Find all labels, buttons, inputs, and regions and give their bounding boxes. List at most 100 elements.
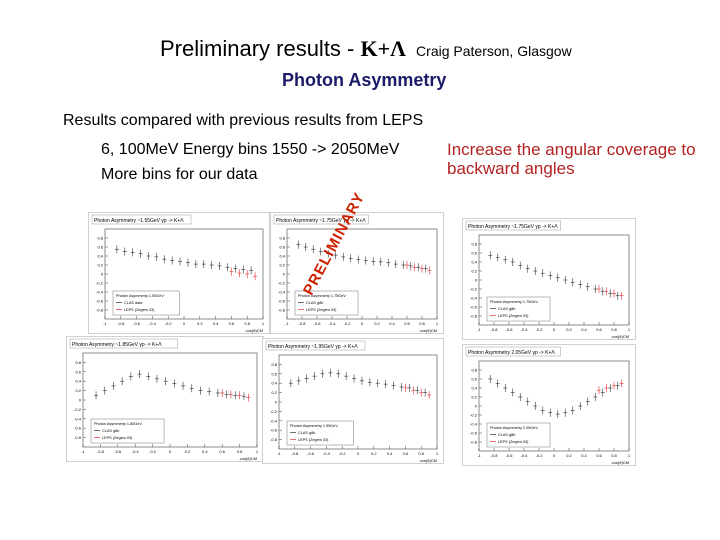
x-tick-label: -0.2	[339, 451, 347, 456]
slide-subtitle: Photon Asymmetry	[282, 70, 447, 90]
author-label: Craig Paterson, Glasgow	[416, 43, 572, 59]
y-tick-label: 0.6	[97, 245, 103, 250]
angular-coverage-note: Increase the angular coverage to backwar…	[447, 140, 696, 178]
legend-entry: CLAS g8b	[498, 307, 515, 311]
x-tick-label: -1	[285, 321, 289, 326]
x-tick-label: 0.4	[213, 321, 219, 326]
y-tick-label: 0.6	[471, 251, 477, 256]
y-tick-label: -0.8	[470, 314, 478, 319]
y-tick-label: 0	[475, 404, 478, 409]
y-tick-label: 0.4	[471, 386, 477, 391]
x-tick-label: 0.6	[596, 327, 602, 332]
y-tick-label: -0.2	[96, 281, 104, 286]
plot-6: Photon Asymmetry 2.05GeV γp -> K+Λ 0.8 0.6…	[465, 346, 631, 465]
x-tick-label: 0	[357, 451, 360, 456]
y-tick-label: -0.4	[270, 418, 278, 423]
legend-entry: LEPS (Zegers 03)	[102, 436, 133, 440]
y-tick-label: 0	[475, 278, 478, 283]
plot-title: Photon Asymmetry ~1.55GeV γp -> K+Λ	[94, 218, 184, 224]
y-tick-label: -0.2	[470, 413, 478, 418]
x-tick-label: 1	[436, 321, 439, 326]
y-tick-label: 0.4	[471, 260, 477, 265]
x-tick-label: -0.6	[506, 453, 514, 458]
legend-entry: LEPS (Zegers 03)	[298, 438, 329, 442]
y-tick-label: 0.2	[471, 269, 477, 274]
legend-box	[486, 296, 551, 322]
x-tick-label: 0.6	[596, 453, 602, 458]
y-tick-label: 0.6	[75, 369, 81, 374]
legend-entry: LEPS (Zegers 03)	[306, 308, 337, 312]
x-tick-label: 0	[361, 321, 364, 326]
y-tick-label: 0.2	[97, 263, 103, 268]
y-tick-label: -0.8	[96, 308, 104, 313]
x-tick-label: -0.6	[506, 327, 514, 332]
y-tick-label: -0.4	[470, 296, 478, 301]
x-tick-label: 1	[256, 449, 259, 454]
x-tick-label: -0.8	[291, 451, 299, 456]
y-tick-label: -0.2	[278, 281, 286, 286]
y-tick-label: 0.6	[279, 245, 285, 250]
y-tick-label: -0.6	[278, 299, 286, 304]
y-tick-label: -0.6	[470, 305, 478, 310]
x-tick-label: -0.4	[521, 327, 529, 332]
reaction-label: K+Λ	[360, 36, 406, 61]
legend-entry: Photon Asymmetry 1.75GeV	[298, 294, 346, 298]
x-tick-label: 1	[262, 321, 265, 326]
plot-title-box	[265, 340, 366, 351]
x-tick-label: 0.2	[566, 453, 572, 458]
legend-entry: CLAS g8b	[298, 431, 315, 435]
plot-4: Photon Asymmetry ~1.85GeV γp -> K+Λ 0.8 0.…	[69, 338, 259, 461]
title-text: Preliminary results -	[160, 36, 355, 61]
x-tick-label: 0.2	[374, 321, 380, 326]
x-tick-label: 0.2	[197, 321, 203, 326]
plot-title-box	[273, 214, 369, 225]
bullet-comparison: Results compared with previous results f…	[63, 112, 424, 129]
plot-panel-2: Photon Asymmetry ~1.75GeV γp -> K+Λ 0.8 0.…	[270, 212, 444, 334]
y-tick-label: 0.8	[279, 236, 285, 241]
x-tick-label: 0.4	[581, 327, 587, 332]
x-tick-label: -1	[477, 327, 481, 332]
x-tick-label: 0	[553, 453, 556, 458]
plot-5: Photon Asymmetry ~1.95GeV γp -> K+Λ 0.8 0.…	[265, 340, 439, 463]
legend-box	[286, 420, 354, 446]
x-tick-label: 0.8	[419, 321, 425, 326]
y-tick-label: -0.8	[470, 440, 478, 445]
legend-entry: Photon Asymmetry 1.75GeV	[490, 300, 538, 304]
x-tick-label: 0.8	[237, 449, 243, 454]
x-tick-label: -1	[103, 321, 107, 326]
y-tick-label: 0.6	[471, 377, 477, 382]
x-tick-label: 0.8	[418, 451, 424, 456]
x-tick-label: 0	[169, 449, 172, 454]
y-tick-label: -0.8	[270, 437, 278, 442]
y-tick-label: 0.4	[271, 381, 277, 386]
legend-box	[90, 418, 165, 444]
plot-3: Photon Asymmetry ~1.75GeV γp -> K+Λ 0.8 0.…	[465, 220, 631, 339]
x-tick-label: 0.8	[611, 453, 617, 458]
legend-box	[294, 290, 359, 316]
y-tick-label: 0.8	[97, 236, 103, 241]
x-tick-label: -1	[81, 449, 85, 454]
y-tick-label: 0.8	[471, 368, 477, 373]
legend-entry: Photon Asymmetry 1.95GeV	[290, 424, 338, 428]
slide-title: Preliminary results - K+Λ Craig Paterson…	[160, 36, 572, 62]
plot-title: Photon Asymmetry ~1.85GeV γp -> K+Λ	[72, 342, 162, 348]
legend-entry: LEPS (Zegers 03)	[124, 308, 155, 312]
legend-entry: CLAS g8b	[306, 301, 323, 305]
legend-entry: LEPS (Zegers 03)	[498, 440, 529, 444]
x-tick-label: -0.8	[299, 321, 307, 326]
x-tick-label: 0.4	[581, 453, 587, 458]
y-tick-label: -0.6	[74, 426, 82, 431]
x-tick-label: -1	[277, 451, 281, 456]
x-tick-label: 0.4	[389, 321, 395, 326]
x-tick-label: 0.6	[219, 449, 225, 454]
bullet-more-bins: More bins for our data	[101, 166, 258, 183]
y-tick-label: 0.4	[75, 379, 81, 384]
y-tick-label: -0.2	[74, 407, 82, 412]
y-tick-label: 0	[101, 272, 104, 277]
plot-panel-5: Photon Asymmetry ~1.95GeV γp -> K+Λ 0.8 0.…	[262, 338, 444, 464]
plot-title-box	[465, 220, 561, 231]
x-tick-label: -0.4	[521, 453, 529, 458]
legend-entry: CLAS data	[124, 301, 143, 305]
y-tick-label: 0.6	[271, 371, 277, 376]
plot-title: Photon Asymmetry 2.05GeV γp -> K+Λ	[468, 350, 555, 356]
